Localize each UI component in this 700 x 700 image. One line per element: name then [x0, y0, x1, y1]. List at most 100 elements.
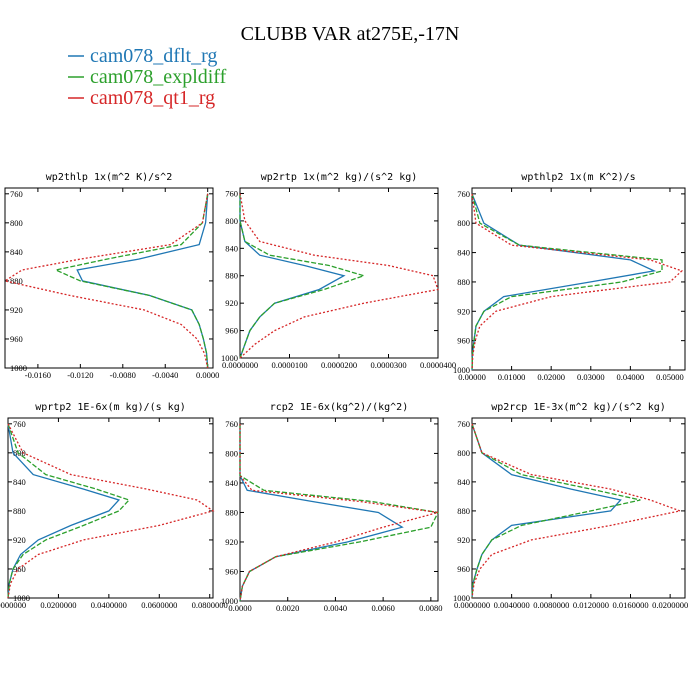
y-tick-label: 1000	[221, 596, 238, 606]
legend-label: cam078_dflt_rg	[90, 45, 217, 67]
y-tick-label: 920	[225, 537, 238, 547]
x-tick-label: 0.0000000	[0, 600, 26, 610]
y-tick-label: 880	[10, 276, 23, 286]
profile-line	[471, 193, 684, 371]
y-tick-label: 1000	[10, 363, 27, 373]
y-tick-label: 800	[225, 448, 238, 458]
x-tick-label: 0.0040000	[494, 600, 530, 610]
x-tick-label: 0.0160000	[612, 600, 648, 610]
y-tick-label: 880	[225, 507, 238, 517]
x-tick-label: 0.0060	[371, 603, 394, 613]
x-tick-label: -0.0040	[152, 370, 178, 380]
y-tick-label: 960	[225, 566, 238, 576]
y-tick-label: 880	[457, 277, 470, 287]
panel-title: wp2thlp 1x(m^2 K)/s^2	[46, 172, 172, 183]
x-tick-label: 0.0800000	[192, 600, 228, 610]
profile-line	[239, 193, 366, 359]
y-tick-label: 760	[457, 419, 470, 429]
profile-line	[471, 423, 683, 599]
x-tick-label: 0.02000	[537, 372, 565, 382]
y-tick-label: 880	[457, 506, 470, 516]
y-tick-label: 960	[10, 334, 23, 344]
x-tick-label: 0.05000	[656, 372, 684, 382]
plot-frame	[7, 417, 214, 599]
legend-label: cam078_qt1_rg	[90, 87, 215, 109]
x-tick-label: 0.0200000	[652, 600, 688, 610]
profile-line	[239, 193, 439, 359]
y-tick-label: 760	[13, 419, 26, 429]
y-tick-label: 840	[457, 477, 470, 487]
x-tick-label: 0.0000000	[222, 360, 258, 370]
x-tick-label: -0.0080	[110, 370, 136, 380]
y-tick-label: 800	[225, 216, 238, 226]
y-tick-label: 920	[13, 535, 26, 545]
x-tick-label: 0.0200000	[40, 600, 76, 610]
x-tick-label: 0.0000100	[271, 360, 307, 370]
y-tick-label: 1000	[453, 365, 470, 375]
panel-title: wpthlp2 1x(m K^2)/s	[521, 172, 635, 183]
profile-line	[3, 193, 209, 369]
x-tick-label: 0.0020	[276, 603, 299, 613]
x-tick-label: 0.04000	[617, 372, 645, 382]
x-tick-label: -0.0120	[67, 370, 93, 380]
plot-frame	[471, 417, 686, 599]
y-tick-label: 1000	[453, 593, 470, 603]
x-tick-label: 0.01000	[498, 372, 526, 382]
y-tick-label: 840	[225, 478, 238, 488]
profile-line	[76, 193, 209, 369]
x-tick-label: 0.03000	[577, 372, 605, 382]
y-tick-label: 760	[10, 189, 23, 199]
y-tick-label: 760	[457, 189, 470, 199]
x-tick-label: 0.0120000	[573, 600, 609, 610]
profile-line	[53, 193, 209, 369]
panel-title: rcp2 1E-6x(kg^2)/(kg^2)	[270, 402, 408, 413]
y-tick-label: 840	[10, 247, 23, 257]
x-tick-label: 0.0000200	[321, 360, 357, 370]
x-tick-label: -0.0160	[25, 370, 51, 380]
x-tick-label: 0.0080	[419, 603, 442, 613]
x-tick-label: 0.0000	[196, 370, 219, 380]
x-tick-label: 0.0400000	[91, 600, 127, 610]
y-tick-label: 1000	[221, 353, 238, 363]
x-tick-label: 0.00000	[458, 372, 486, 382]
y-tick-label: 760	[225, 419, 238, 429]
y-tick-label: 880	[225, 271, 238, 281]
x-tick-label: 0.0080000	[533, 600, 569, 610]
y-tick-label: 800	[10, 218, 23, 228]
profile-line	[7, 423, 215, 599]
plot-frame	[471, 187, 686, 371]
y-tick-label: 880	[13, 506, 26, 516]
panel-title: wprtp2 1E-6x(m kg)/(s kg)	[35, 402, 186, 413]
x-tick-label: 0.0040	[324, 603, 347, 613]
y-tick-label: 800	[457, 448, 470, 458]
y-tick-label: 920	[10, 305, 23, 315]
y-tick-label: 800	[457, 218, 470, 228]
profile-line	[239, 423, 439, 602]
profile-line	[239, 423, 439, 602]
plot-frame	[239, 417, 439, 602]
y-tick-label: 920	[225, 298, 238, 308]
x-tick-label: 0.0600000	[141, 600, 177, 610]
y-tick-label: 920	[457, 306, 470, 316]
y-tick-label: 800	[13, 448, 26, 458]
y-tick-label: 1000	[13, 593, 30, 603]
x-tick-label: 0.0000400	[420, 360, 456, 370]
profile-line	[7, 423, 121, 599]
panel-title: wp2rtp 1x(m^2 kg)/(s^2 kg)	[261, 172, 418, 183]
legend-label: cam078_expldiff	[90, 66, 227, 88]
y-tick-label: 760	[225, 188, 238, 198]
y-tick-label: 840	[225, 243, 238, 253]
profile-line	[7, 423, 131, 599]
profile-line	[471, 423, 641, 599]
figure-title: CLUBB VAR at275E,-17N	[241, 23, 460, 45]
y-tick-label: 960	[225, 326, 238, 336]
x-tick-label: 0.0000300	[370, 360, 406, 370]
y-tick-label: 960	[457, 564, 470, 574]
y-tick-label: 840	[13, 477, 26, 487]
y-tick-label: 920	[457, 535, 470, 545]
x-tick-label: 0.0000	[228, 603, 251, 613]
y-tick-label: 960	[13, 564, 26, 574]
panel-title: wp2rcp 1E-3x(m^2 kg)/(s^2 kg)	[491, 402, 666, 413]
